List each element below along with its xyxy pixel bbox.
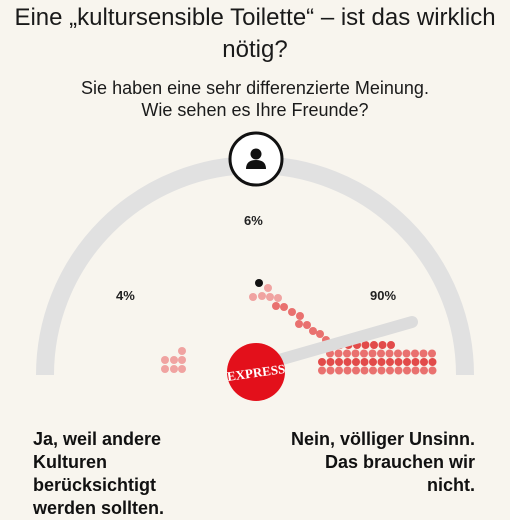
answer-nein-line: Das brauchen wir [324,452,475,472]
vote-dot-nein [394,358,403,366]
vote-dot-nein [318,358,326,366]
vote-dot-nein [352,358,360,366]
vote-dot-nein [386,358,394,366]
vote-dot-middle [316,330,324,338]
vote-dot-nein [360,349,368,358]
vote-dot-nein [419,349,428,358]
vote-dot-nein [420,358,428,366]
vote-dot-ja [178,365,186,373]
vote-dot-nein [411,349,419,358]
answer-ja-line: Ja, weil andere [33,429,162,449]
vote-dot-middle [264,284,272,292]
vote-dot-nein [428,349,436,358]
vote-dot-nein [377,358,386,366]
vote-dot-ja [170,365,178,373]
vote-dot-nein [420,366,428,375]
vote-dot-middle [266,293,274,301]
vote-dot-nein [369,366,377,375]
vote-dot-ja [161,365,169,373]
vote-dot-nein [402,349,411,358]
vote-dot-nein [377,349,385,358]
vote-dot-nein [326,366,335,375]
answer-ja-line: berücksichtigt [33,475,157,495]
user-icon-badge [228,131,284,187]
vote-dot-middle [280,303,288,311]
vote-dot-nein [378,341,387,349]
vote-dot-nein [394,349,402,358]
vote-dot-nein [411,358,420,366]
vote-dot-middle [288,308,296,316]
vote-dot-ja [178,356,186,364]
vote-dot-nein [360,358,369,366]
question-title: Eine „kultursensible Toilette“ – ist das… [14,4,496,63]
vote-dot-middle [296,312,304,320]
answer-ja-line: Kulturen [33,452,107,472]
vote-dot-nein [326,358,335,366]
vote-dot-middle [274,294,282,302]
vote-dot-middle [249,293,257,301]
answer-nein-line: nicht. [427,475,475,495]
vote-dot-nein [377,366,386,375]
answer-nein[interactable]: Nein, völliger Unsinn. Das brauchen wir … [255,428,475,497]
vote-dot-middle [272,302,280,310]
vote-dot-middle [309,327,317,335]
vote-dot-nein [343,358,352,366]
vote-dot-nein [385,349,394,358]
answer-nein-line: Nein, völliger Unsinn. [290,429,475,449]
vote-dot-nein [403,366,411,375]
vote-dot-nein [394,366,403,375]
vote-dot-nein [318,366,326,375]
vote-dot-nein [428,358,437,366]
vote-dot-nein [343,366,352,375]
vote-dot-nein [361,341,370,349]
vote-dots [161,279,437,375]
vote-dot-nein [334,349,343,358]
vote-dot-nein [368,349,377,358]
vote-dot-nein [369,358,377,366]
vote-dot-nein [428,366,437,375]
vote-dot-middle [303,321,311,329]
subtitle-line-1: Sie haben eine sehr differenzierte Meinu… [81,78,429,98]
answer-ja-line: werden sollten. [33,498,165,518]
percent-middle: 6% [244,213,263,228]
subtitle: Sie haben eine sehr differenzierte Meinu… [0,77,510,121]
vote-dot-nein [403,358,411,366]
user-icon [250,148,262,160]
percent-ja: 4% [116,288,135,303]
vote-dot-nein [387,341,395,349]
express-logo: EXPRESS [226,343,286,401]
percent-nein: 90% [370,288,397,303]
user-vote-dot [255,279,263,287]
vote-dot-nein [335,358,343,366]
vote-dot-ja [170,356,178,364]
vote-dot-nein [351,349,360,358]
vote-dot-ja [178,347,186,355]
vote-dot-middle [295,320,303,328]
vote-dot-ja [161,356,169,364]
subtitle-line-2: Wie sehen es Ihre Freunde? [141,100,369,120]
vote-dot-nein [352,366,360,375]
vote-dot-nein [335,366,343,375]
vote-dot-nein [386,366,394,375]
vote-dot-nein [411,366,420,375]
vote-dot-nein [370,341,378,349]
gauge-needle [252,316,418,372]
answer-ja[interactable]: Ja, weil andere Kulturen berücksichtigt … [33,428,233,520]
vote-dot-nein [343,349,351,358]
vote-dot-nein [360,366,369,375]
vote-dot-middle [258,292,266,300]
